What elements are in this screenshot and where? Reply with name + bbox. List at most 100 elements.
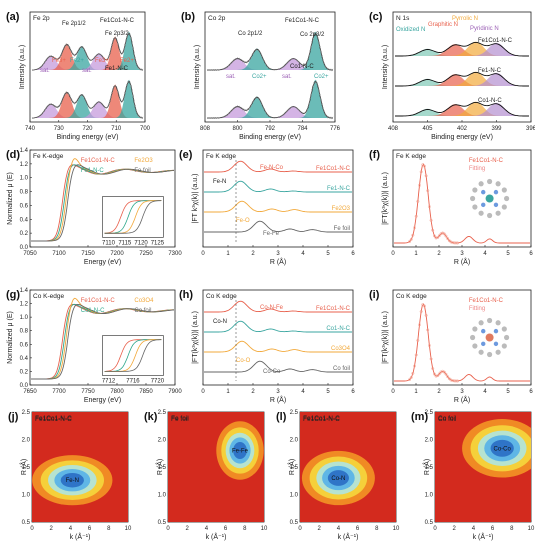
raw-spectrum (31, 32, 144, 72)
x-tick-label: 7300 (168, 251, 182, 257)
x-tick-label: 0 (298, 526, 302, 532)
panel-h (202, 289, 354, 386)
x-tick-label: 2 (318, 526, 322, 532)
annotation: sat. (40, 68, 50, 74)
y-tick-label: 1.0 (425, 493, 434, 499)
x-tick-label: 720 (82, 126, 93, 132)
y-tick-label: 0.6 (20, 342, 29, 348)
nitrogen-atom (481, 189, 486, 195)
envelope-line (395, 71, 529, 87)
y-tick-label: 0.6 (20, 203, 29, 209)
y-axis-label: Intensity (a.u.) (382, 45, 389, 89)
x-tick-label: 808 (200, 126, 211, 132)
y-axis-label: R (Å) (287, 459, 296, 475)
legend-item: Fitting (469, 166, 485, 172)
panel-label: (j) (8, 411, 19, 423)
y-tick-label: 2.5 (158, 410, 167, 416)
fit-point (454, 241, 458, 245)
peak-label: Fe 2p3/2 (105, 31, 129, 37)
fit-peak (395, 48, 529, 56)
metal-center-atom (485, 194, 494, 203)
x-tick-label: 7850 (139, 389, 153, 395)
x-axis-label: Energy (eV) (84, 397, 121, 404)
series-label: Fe1Co1-N-C (478, 38, 513, 44)
carbon-atom (504, 195, 510, 202)
panel-title: Fe K edge (396, 153, 426, 160)
fit-point (456, 379, 460, 383)
x-tick-label: 0 (391, 251, 395, 257)
inset-curve (104, 339, 162, 372)
panel-label: (c) (369, 11, 383, 23)
y-tick-label: 2.5 (290, 410, 299, 416)
y-axis-label: Intensity (a.u.) (19, 45, 26, 89)
x-tick-label: 700 (140, 126, 151, 132)
legend-item: Fitting (469, 306, 485, 312)
x-tick-label: 4 (483, 389, 487, 395)
series-label: Fe1Co1-N-C (316, 306, 351, 312)
x-axis-label: k (Å⁻¹) (206, 532, 227, 541)
x-tick-label: 3 (276, 389, 280, 395)
x-tick-label: 7200 (110, 251, 124, 257)
series-label: Fe2O3 (332, 206, 351, 212)
y-tick-label: 0.0 (20, 383, 29, 389)
x-tick-label: 1 (414, 251, 418, 257)
x-tick-label: 0 (166, 526, 170, 532)
wt-contour (490, 439, 514, 457)
x-tick-label: 7800 (110, 389, 124, 395)
fit-point (418, 323, 421, 327)
x-tick-label: 0 (201, 251, 205, 257)
carbon-atom (478, 320, 484, 326)
fit-peak (207, 31, 333, 71)
fit-peak (395, 41, 529, 56)
wt-contour (60, 472, 84, 488)
annotation: Fe-N-Co (260, 165, 284, 171)
carbon-atom (472, 326, 478, 332)
fit-point (446, 375, 450, 379)
panel-title: Fe1Co1-N-C (35, 415, 72, 422)
annotation: sat. (282, 74, 292, 80)
data-curve (394, 303, 530, 382)
annotation: Co-O (236, 358, 251, 364)
y-tick-label: 0.2 (20, 369, 29, 375)
legend-item: Fe foil (134, 168, 150, 174)
fit-peak (395, 78, 529, 86)
panel-label: (g) (6, 289, 20, 301)
fit-point (444, 372, 448, 376)
legend-item: Co1-N-C (81, 308, 105, 314)
x-tick-label: 6 (491, 526, 495, 532)
carbon-atom (472, 204, 478, 210)
y-tick-label: 0.5 (158, 520, 167, 526)
fit-point (451, 241, 455, 245)
fit-peak (207, 79, 333, 118)
carbon-atom (478, 210, 484, 216)
annotation: Co-N (213, 319, 227, 325)
xanes-curve (31, 303, 175, 380)
x-tick-label: 8 (510, 526, 514, 532)
y-axis-label: |FT k³χ(k)| (a.u.) (192, 174, 199, 224)
metal-center-atom (485, 333, 494, 342)
x-axis-label: R (Å) (270, 257, 286, 266)
x-axis-label: k (Å⁻¹) (338, 532, 359, 541)
x-axis-label: Binding energy (eV) (239, 134, 301, 141)
x-tick-label: 7250 (139, 251, 153, 257)
x-axis-label: R (Å) (454, 395, 470, 404)
panel-c (392, 11, 532, 123)
x-tick-label: 6 (529, 389, 533, 395)
feature-label: Co-N (331, 476, 345, 482)
raw-spectrum (206, 80, 334, 120)
fit-point (421, 163, 425, 167)
fit-point (416, 199, 420, 203)
panel-title-overlay: Co foil (438, 416, 457, 423)
x-axis-label: k (Å⁻¹) (70, 532, 91, 541)
y-tick-label: 1.5 (290, 465, 299, 471)
y-tick-label: 2.5 (425, 410, 434, 416)
x-tick-label: 5 (506, 389, 510, 395)
panel-label: (a) (6, 11, 20, 23)
carbon-atom (487, 351, 493, 358)
carbon-atom (501, 204, 507, 210)
x-tick-label: 2 (437, 389, 441, 395)
fit-point (419, 170, 423, 174)
fit-peak (207, 106, 333, 118)
x-tick-label: 4 (69, 526, 73, 532)
x-tick-label: 2 (50, 526, 54, 532)
